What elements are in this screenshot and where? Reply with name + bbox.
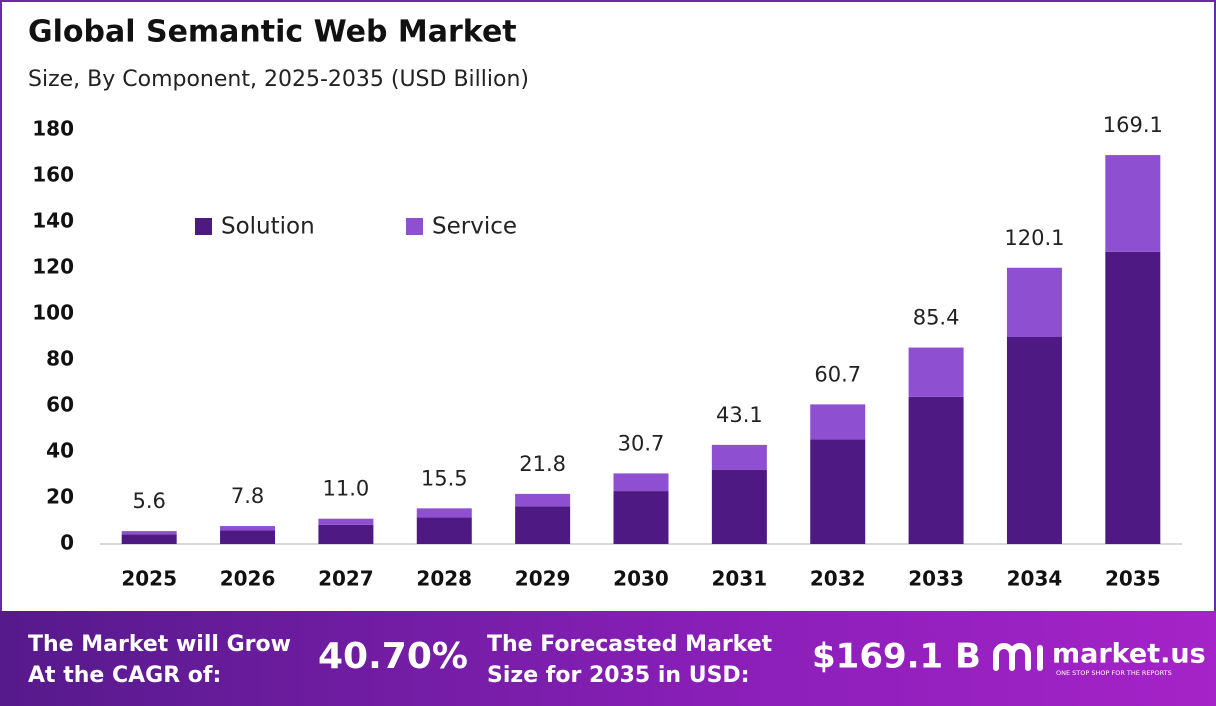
total-label: 11.0 [323,477,370,501]
bar-segment [810,404,866,440]
legend-swatch [406,218,423,235]
chart-title: Global Semantic Web Market [28,15,517,50]
plot: 0 20 40 60 80 100 120 140 160 180 Solution Service 2… [32,113,1182,591]
bar-segment [1006,267,1062,337]
legend-label: Service [432,214,517,240]
x-tick-label: 2033 [908,567,964,591]
bar-segment [318,524,374,544]
total-label: 85.4 [913,306,960,330]
y-tick-label: 120 [32,255,74,279]
bar-segment [711,469,767,544]
bar-segment [515,506,571,544]
y-tick-label: 100 [32,301,74,325]
total-label: 120.1 [1004,226,1064,250]
bar-segment [416,508,472,518]
legend-label: Solution [221,214,315,240]
footer-banner [0,611,1216,706]
chart-subtitle: Size, By Component, 2025-2035 (USD Billi… [28,67,529,92]
y-tick-label: 80 [46,347,74,371]
y-tick-label: 160 [32,163,74,187]
total-label: 21.8 [519,452,566,476]
y-tick-label: 60 [46,393,74,417]
bar-segment [613,491,669,544]
footer-text: The Market will Grow [28,632,291,657]
bar-segment [1105,155,1161,252]
bar-segment [318,518,374,525]
footer-value: 40.70% [318,636,468,677]
total-label: 15.5 [421,466,468,490]
total-label: 43.1 [716,403,763,427]
x-tick-label: 2030 [613,567,669,591]
x-tick-label: 2031 [712,567,768,591]
x-tick-label: 2025 [121,567,177,591]
x-tick-label: 2029 [515,567,571,591]
logo-text: market.us [1052,639,1206,670]
y-tick-label: 0 [60,531,74,555]
bar-segment [711,444,767,470]
y-tick-label: 140 [32,209,74,233]
total-label: 7.8 [231,484,264,508]
footer-text: At the CAGR of: [28,663,221,688]
bar-segment [1105,251,1161,544]
footer-value: $169.1 B [812,637,981,677]
x-tick-label: 2028 [416,567,472,591]
logo-icon [993,643,1043,671]
bar-segment [515,493,571,507]
footer-text: The Forecasted Market [487,632,773,657]
bar-segment [613,473,669,492]
y-tick-label: 180 [32,117,74,141]
bar-segment [810,439,866,544]
x-tick-label: 2027 [318,567,374,591]
x-tick-label: 2032 [810,567,866,591]
total-label: 5.6 [132,489,165,513]
x-tick-label: 2026 [220,567,276,591]
bar-segment [220,530,276,544]
bar-segment [416,517,472,544]
total-label: 60.7 [814,362,861,386]
bar-segment [121,534,177,544]
total-label: 30.7 [618,431,665,455]
legend-swatch [195,218,212,235]
y-tick-label: 40 [46,439,74,463]
logo-tagline: ONE STOP SHOP FOR THE REPORTS [1056,669,1172,677]
bar-segment [1006,337,1062,544]
bar-segment [220,526,276,531]
y-tick-label: 20 [46,485,74,509]
bar-segment [908,347,964,397]
x-tick-label: 2034 [1007,567,1063,591]
total-label: 169.1 [1103,113,1163,137]
x-tick-label: 2035 [1105,567,1161,591]
bar-segment [121,531,177,535]
footer-text: Size for 2035 in USD: [487,663,750,688]
bar-segment [908,396,964,544]
